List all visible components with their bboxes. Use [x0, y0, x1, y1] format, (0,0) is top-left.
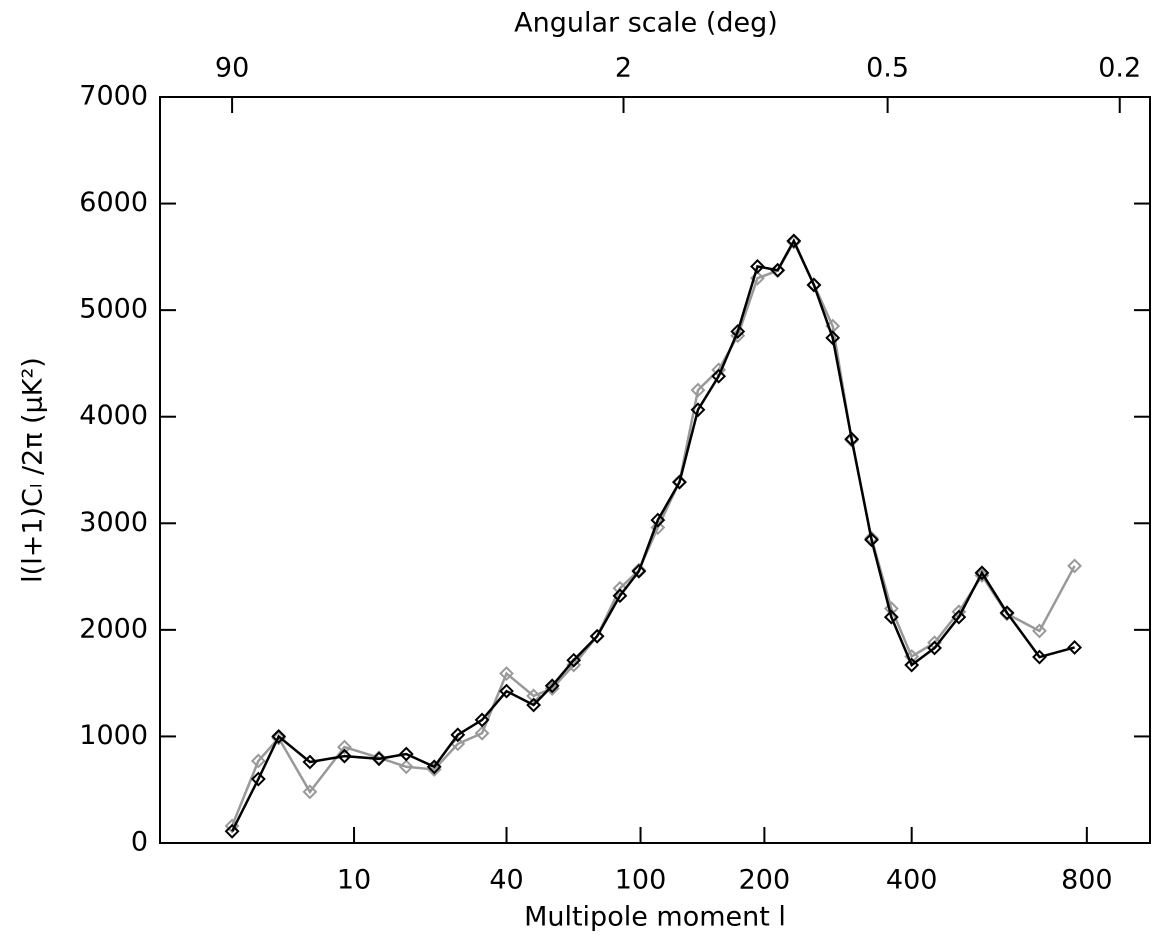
data-point — [398, 746, 414, 762]
data-point — [1067, 558, 1083, 574]
data-point — [750, 259, 765, 274]
data-point — [1032, 649, 1047, 665]
data-point — [302, 784, 318, 800]
data-point — [526, 688, 542, 704]
data-point — [883, 609, 899, 625]
plot-frame — [159, 96, 1151, 844]
x-tick-label: 40 — [489, 865, 523, 896]
data-point — [371, 751, 387, 767]
x-axis-label: Multipole moment l — [524, 902, 786, 933]
data-point — [526, 697, 542, 713]
data-point — [337, 748, 352, 764]
y-axis-label: l(l+1)Cₗ /2π (μK²) — [18, 357, 49, 583]
y-tick-label: 7000 — [79, 81, 148, 112]
data-point — [450, 727, 466, 743]
data-point — [544, 678, 560, 694]
data-point — [499, 683, 514, 699]
data-point — [904, 657, 920, 673]
top-axis-label: Angular scale (deg) — [514, 8, 778, 39]
data-point — [690, 382, 706, 398]
data-point — [426, 759, 442, 775]
x-tick-label: 100 — [615, 865, 667, 896]
data-point — [974, 565, 990, 581]
y-tick-label: 5000 — [79, 294, 148, 325]
y-tick-label: 3000 — [79, 507, 148, 538]
data-point — [730, 324, 746, 339]
data-point — [690, 402, 706, 418]
x-tick-label: 800 — [1061, 865, 1113, 896]
data-point — [631, 563, 647, 579]
data-point — [566, 652, 582, 668]
data-point — [786, 233, 802, 249]
data-point — [844, 431, 860, 447]
y-tick-label: 4000 — [79, 400, 148, 431]
data-point — [806, 277, 822, 293]
data-point — [672, 474, 687, 490]
data-point — [770, 262, 786, 278]
data-point — [927, 640, 942, 656]
y-tick-label: 6000 — [79, 187, 148, 218]
x-tick-label: 10 — [337, 865, 371, 896]
y-tick-label: 2000 — [79, 613, 148, 644]
y-tick-label: 1000 — [79, 720, 148, 751]
data-point — [337, 739, 352, 755]
data-point — [474, 712, 490, 728]
data-point — [1067, 640, 1083, 655]
data-point — [589, 628, 605, 644]
series-line — [230, 238, 1075, 832]
data-point — [499, 666, 514, 681]
data-point — [271, 730, 287, 746]
data-point — [1032, 623, 1047, 639]
data-point — [271, 729, 287, 744]
data-point — [711, 368, 727, 384]
data-point — [474, 725, 490, 741]
data-point — [250, 753, 266, 769]
x-tick-label: 400 — [886, 865, 938, 896]
data-point — [250, 771, 266, 787]
data-point — [650, 520, 666, 535]
data-point — [302, 754, 318, 770]
data-point — [224, 823, 240, 839]
data-point — [999, 605, 1015, 621]
data-point — [650, 512, 666, 528]
data-point — [864, 532, 879, 548]
top-tick-label: 0.2 — [1098, 53, 1141, 84]
data-point — [398, 759, 414, 775]
data-point — [951, 609, 967, 625]
top-tick-label: 2 — [615, 53, 632, 84]
x-tick-label: 200 — [739, 865, 791, 896]
top-tick-label: 90 — [215, 53, 249, 84]
top-tick-label: 0.5 — [866, 53, 909, 84]
data-point — [612, 588, 628, 604]
data-point — [825, 330, 841, 346]
y-tick-label: 0 — [131, 827, 148, 858]
